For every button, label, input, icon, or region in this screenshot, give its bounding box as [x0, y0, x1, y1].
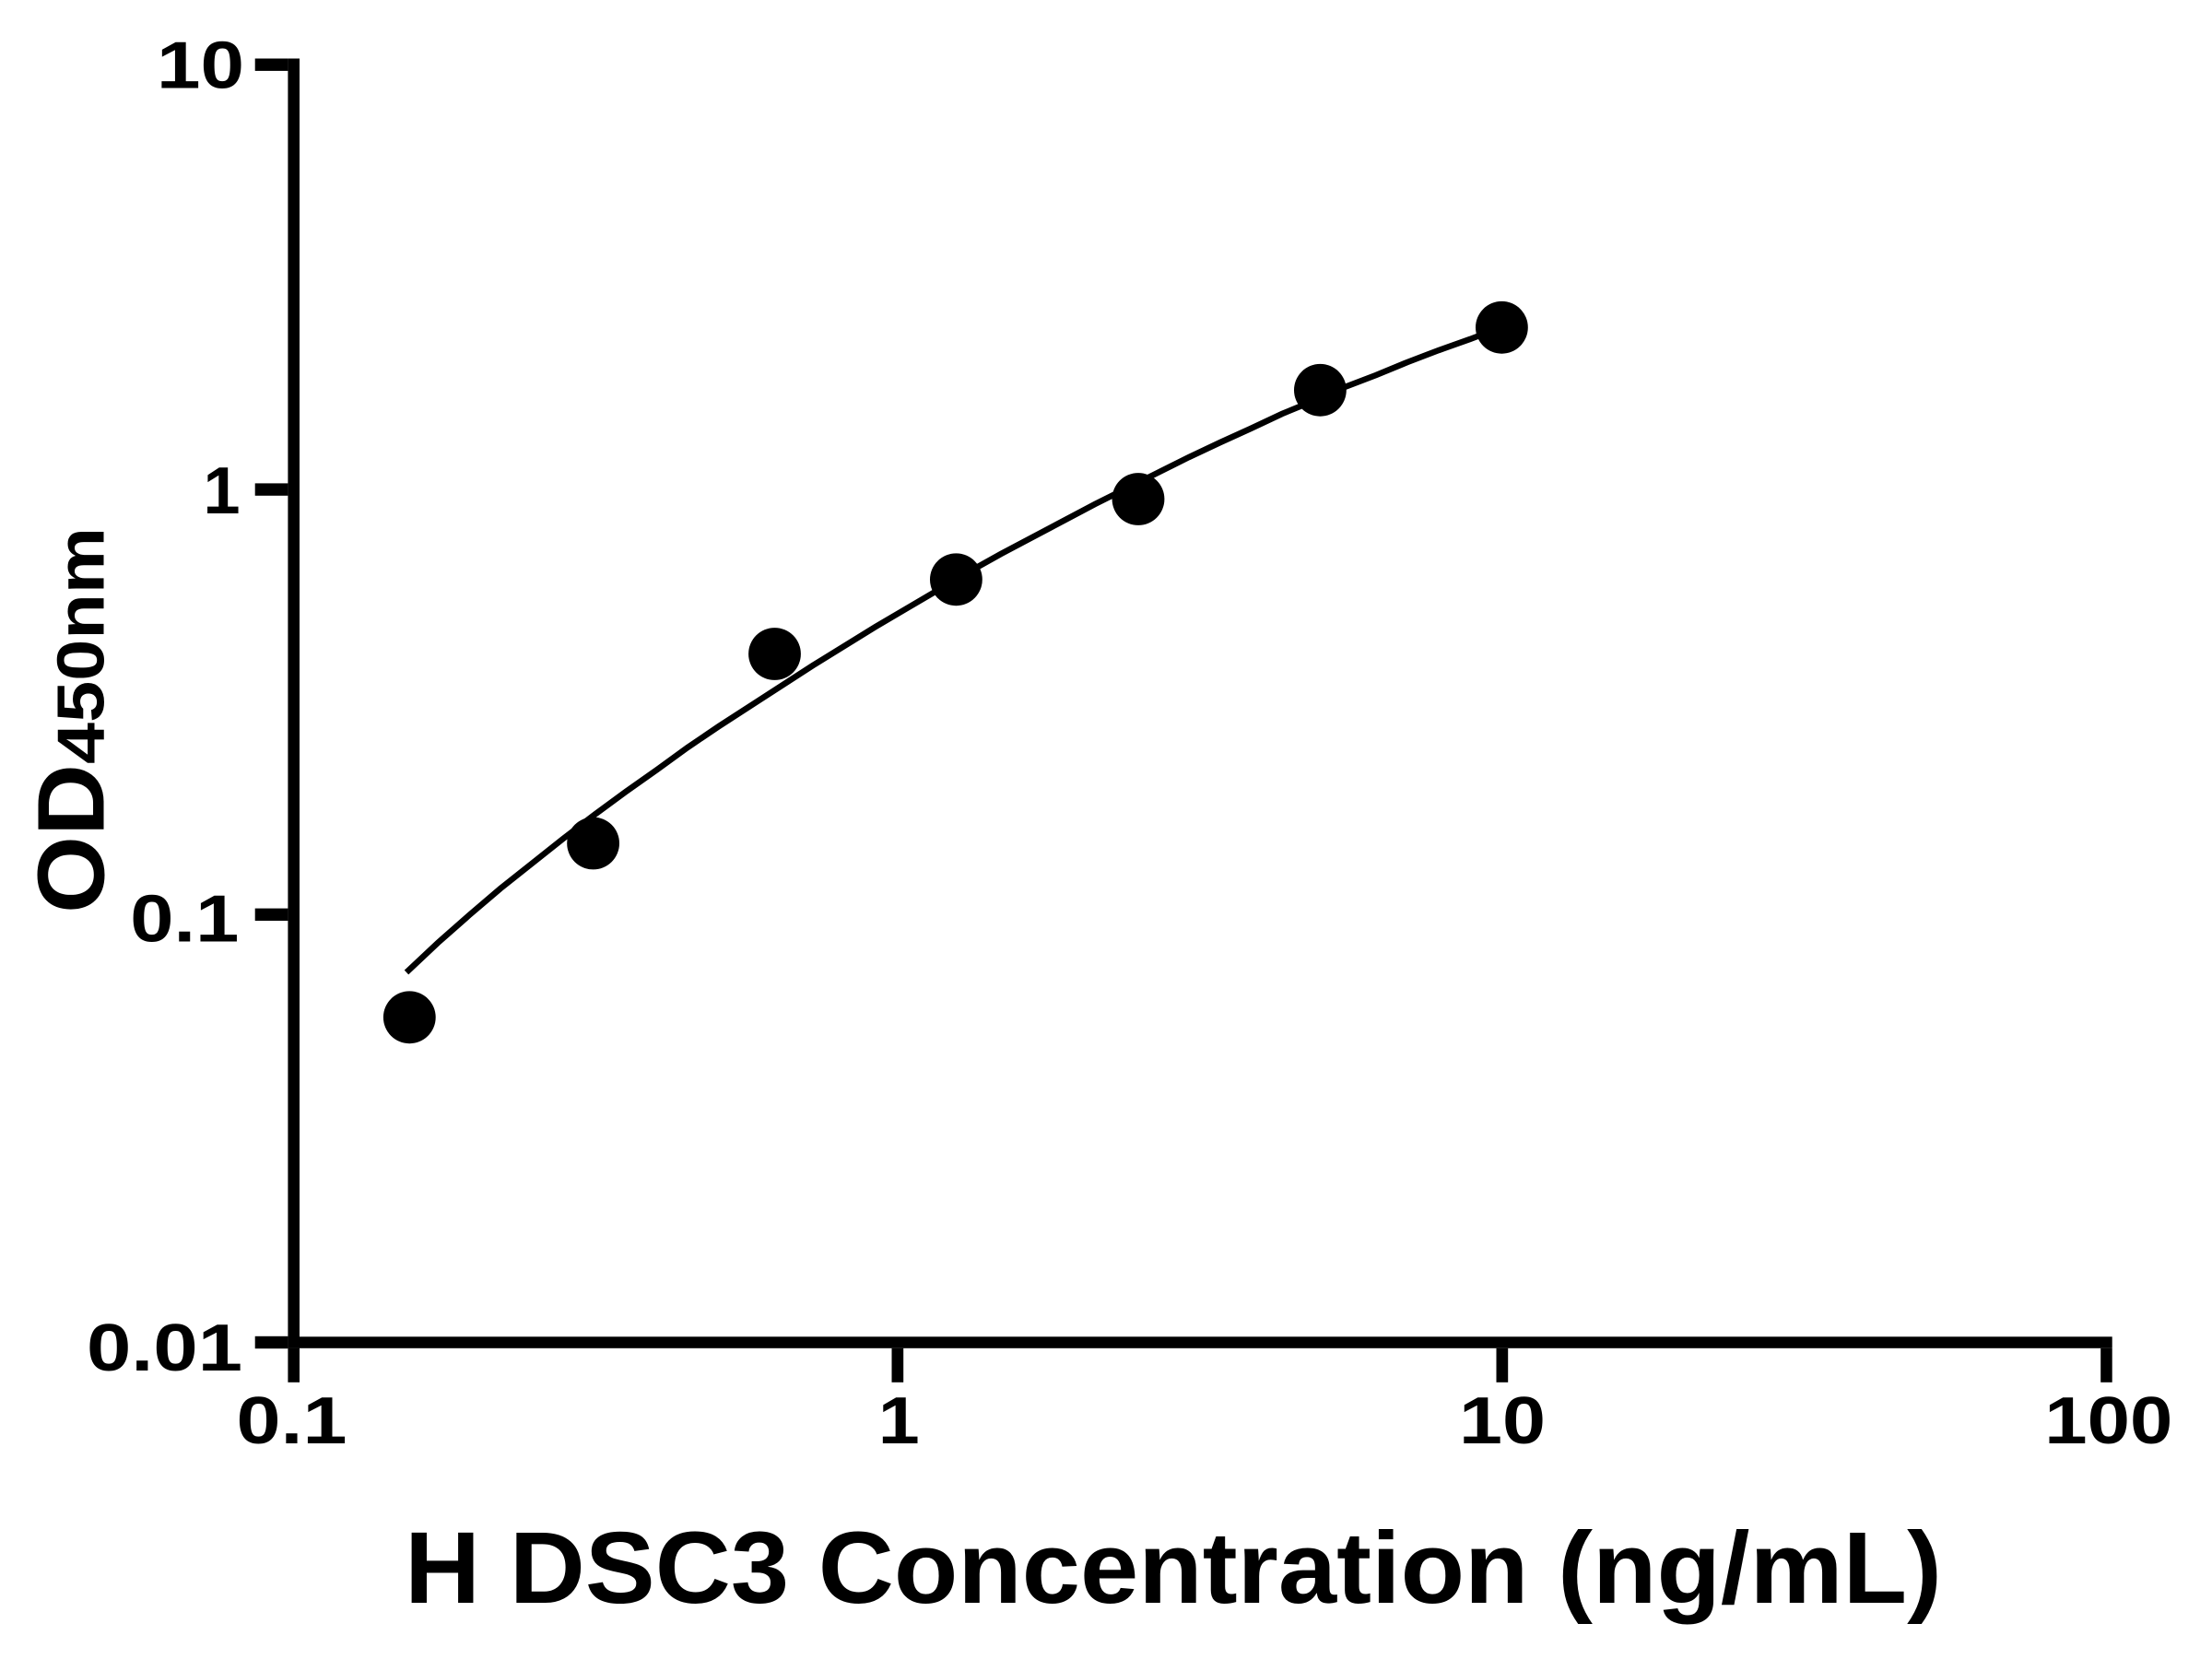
- svg-text:1: 1: [203, 454, 240, 528]
- svg-text:H DSC3 Concentration (ng/mL): H DSC3 Concentration (ng/mL): [405, 1512, 1942, 1625]
- svg-text:0.1: 0.1: [130, 883, 239, 957]
- svg-text:10: 10: [1459, 1384, 1546, 1458]
- svg-text:0.01: 0.01: [87, 1312, 242, 1385]
- svg-text:0.1: 0.1: [237, 1384, 347, 1458]
- svg-text:OD450nm: OD450nm: [18, 527, 124, 913]
- svg-text:100: 100: [2044, 1384, 2172, 1458]
- svg-text:1: 1: [878, 1384, 920, 1458]
- svg-text:10: 10: [157, 29, 244, 103]
